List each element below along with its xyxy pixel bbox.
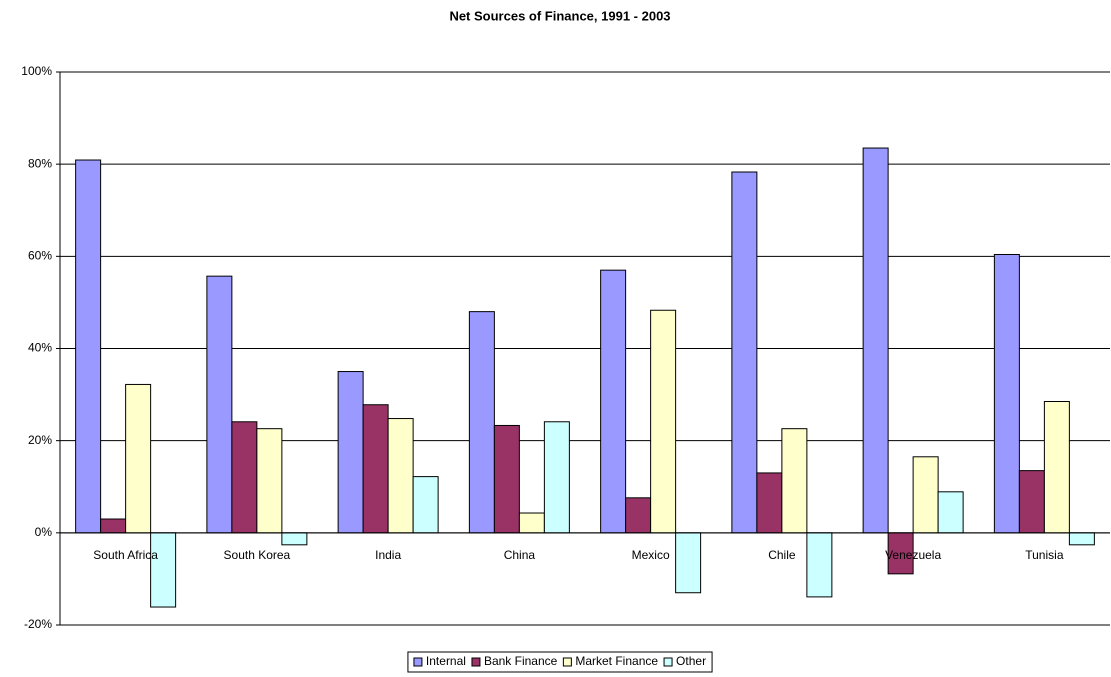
- bar: [675, 532, 702, 594]
- bar: [125, 383, 152, 534]
- bar: [625, 497, 652, 534]
- bar: [600, 269, 627, 534]
- bar: [650, 309, 677, 534]
- legend-label: Market Finance: [575, 654, 658, 668]
- chart-title: Net Sources of Finance, 1991 - 2003: [449, 8, 670, 23]
- y-tick-label: -20%: [24, 617, 52, 631]
- y-tick-label: 80%: [28, 156, 52, 170]
- bar: [337, 371, 364, 534]
- bar: [150, 532, 177, 608]
- bar: [1018, 470, 1045, 534]
- x-tick-label: Tunisia: [1025, 548, 1064, 562]
- bar: [518, 512, 545, 534]
- x-tick-label: India: [375, 548, 401, 562]
- bar: [862, 147, 889, 534]
- legend-swatch: [471, 657, 481, 667]
- legend-swatch: [663, 657, 673, 667]
- legend-label: Internal: [426, 654, 466, 668]
- bar: [387, 418, 414, 534]
- bar: [256, 428, 283, 534]
- bar: [468, 311, 495, 534]
- bar: [806, 532, 833, 598]
- x-tick-label: South Korea: [224, 548, 291, 562]
- x-tick-label: Venezuela: [885, 548, 941, 562]
- legend-label: Bank Finance: [484, 654, 558, 668]
- y-tick-label: 40%: [28, 341, 52, 355]
- bar: [206, 275, 233, 534]
- bar: [231, 421, 258, 534]
- legend-swatch: [562, 657, 572, 667]
- bar: [887, 532, 914, 575]
- x-tick-label: China: [504, 548, 536, 562]
- bar: [412, 476, 439, 534]
- bar: [100, 518, 127, 534]
- bar: [993, 253, 1020, 534]
- bar: [1068, 532, 1095, 546]
- x-tick-label: Mexico: [632, 548, 670, 562]
- y-tick-label: 60%: [28, 249, 52, 263]
- bar: [543, 421, 570, 534]
- legend-box: [407, 651, 713, 673]
- bar: [756, 472, 783, 534]
- bar: [493, 424, 520, 534]
- bar: [731, 171, 758, 534]
- bar: [781, 428, 808, 534]
- legend-swatch: [413, 657, 423, 667]
- y-tick-label: 0%: [35, 525, 53, 539]
- bar: [75, 159, 102, 534]
- legend-label: Other: [676, 654, 706, 668]
- bar: [1043, 400, 1070, 534]
- bar: [281, 532, 308, 546]
- bar: [912, 456, 939, 534]
- y-tick-label: 20%: [28, 433, 52, 447]
- x-tick-label: South Africa: [93, 548, 158, 562]
- bar: [362, 404, 389, 534]
- x-tick-label: Chile: [768, 548, 796, 562]
- bar: [937, 491, 964, 534]
- y-tick-label: 100%: [21, 64, 52, 78]
